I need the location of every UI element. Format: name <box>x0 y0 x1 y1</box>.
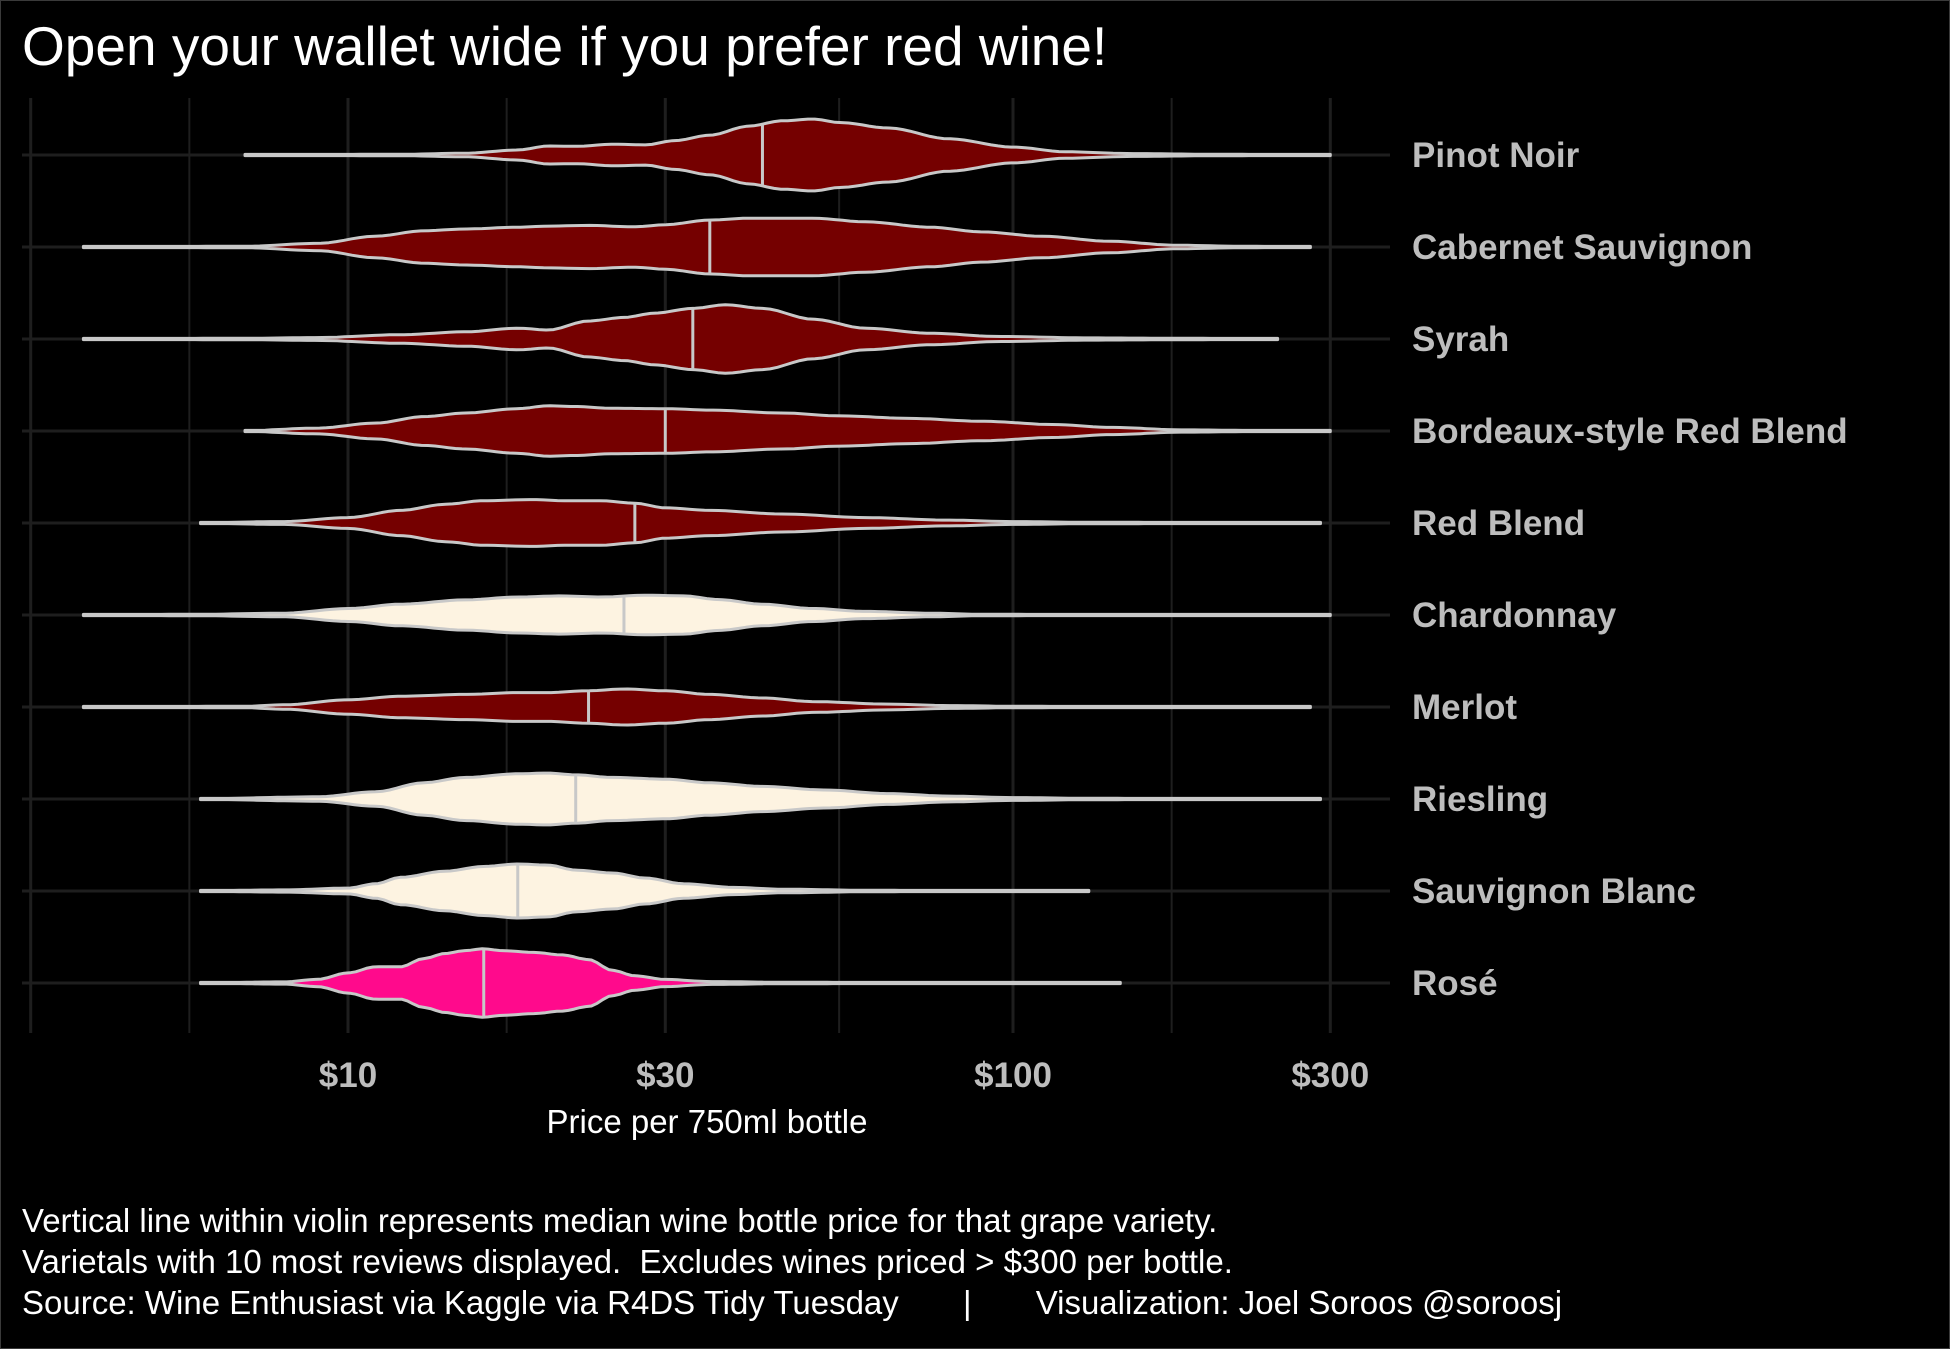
violin-syrah <box>81 303 1280 375</box>
x-tick-label: $300 <box>1291 1056 1369 1095</box>
violin-shape <box>199 947 1122 1019</box>
category-label: Red Blend <box>1412 504 1585 543</box>
x-axis-ticks: $10 $30 $100 $300 <box>319 1056 1369 1095</box>
violin-ros- <box>199 947 1122 1019</box>
category-label: Riesling <box>1412 780 1548 819</box>
violin-pinot-noir <box>243 117 1332 193</box>
violin-riesling <box>199 771 1322 827</box>
violin-shape <box>81 687 1312 727</box>
category-label: Merlot <box>1412 688 1517 727</box>
violin-shape <box>81 303 1280 375</box>
category-label: Syrah <box>1412 320 1509 359</box>
violin-shape <box>81 593 1332 637</box>
violin-merlot <box>81 687 1312 727</box>
category-label: Rosé <box>1412 964 1498 1003</box>
category-label: Sauvignon Blanc <box>1412 872 1696 911</box>
caption-line-3: Source: Wine Enthusiast via Kaggle via R… <box>22 1284 1563 1321</box>
category-label: Bordeaux-style Red Blend <box>1412 412 1848 451</box>
caption-line-2: Varietals with 10 most reviews displayed… <box>22 1243 1233 1280</box>
chart-title: Open your wallet wide if you prefer red … <box>22 15 1108 77</box>
x-tick-label: $100 <box>974 1056 1052 1095</box>
violin-shape <box>199 771 1322 827</box>
x-tick-label: $10 <box>319 1056 377 1095</box>
violin-red-blend <box>199 498 1322 548</box>
x-axis-title: Price per 750ml bottle <box>547 1103 868 1140</box>
category-label: Chardonnay <box>1412 596 1617 635</box>
category-labels: Pinot Noir Cabernet Sauvignon Syrah Bordeau… <box>1412 136 1848 1003</box>
violin-sauvignon-blanc <box>199 862 1091 920</box>
violin-shape <box>81 216 1312 278</box>
violin-shape <box>243 404 1332 458</box>
x-tick-label: $30 <box>636 1056 694 1095</box>
violin-shape <box>243 117 1332 193</box>
violin-shape <box>199 498 1322 548</box>
violins <box>81 117 1332 1019</box>
violin-chardonnay <box>81 593 1332 637</box>
violin-bordeaux-style-red-blend <box>243 404 1332 458</box>
category-label: Pinot Noir <box>1412 136 1580 175</box>
caption-line-1: Vertical line within violin represents m… <box>22 1202 1218 1239</box>
violin-shape <box>199 862 1091 920</box>
violin-cabernet-sauvignon <box>81 216 1312 278</box>
caption: Vertical line within violin represents m… <box>22 1200 1562 1323</box>
category-label: Cabernet Sauvignon <box>1412 228 1752 267</box>
